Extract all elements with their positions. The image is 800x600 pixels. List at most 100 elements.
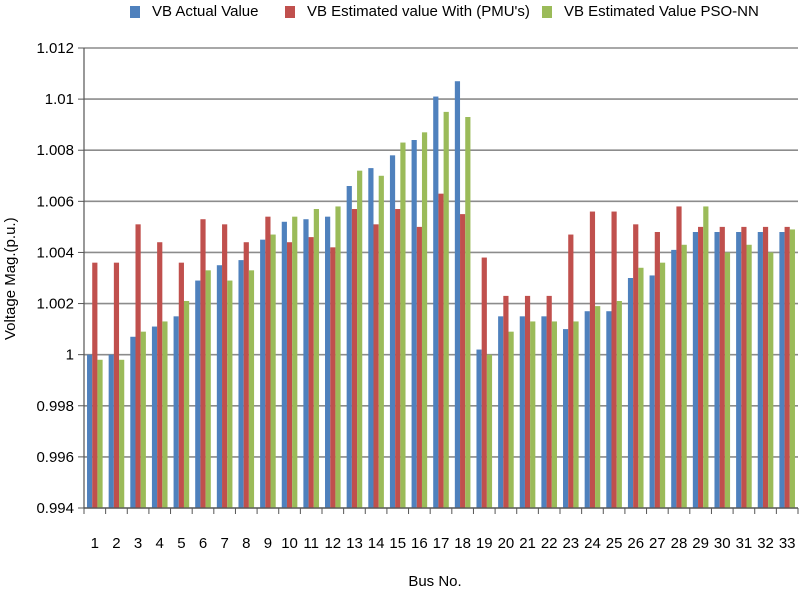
- bar-actual: [714, 232, 720, 508]
- x-tick-label: 30: [714, 535, 731, 552]
- bar-pmu: [633, 224, 639, 509]
- x-tick-label: 32: [757, 535, 774, 552]
- bar-actual: [671, 249, 677, 508]
- bar-psonn: [97, 359, 103, 508]
- bar-psonn: [313, 209, 319, 508]
- bar-pmu: [524, 295, 531, 508]
- x-tick-label: 15: [389, 535, 406, 552]
- bar-psonn: [746, 244, 752, 508]
- x-tick-label: 7: [220, 535, 228, 552]
- bar-psonn: [357, 170, 363, 508]
- bar-actual: [584, 311, 590, 508]
- bar-psonn: [768, 252, 774, 508]
- bar-actual: [389, 155, 396, 509]
- bar-pmu: [286, 242, 293, 508]
- legend-label-psonn: VB Estimated Value PSO-NN: [564, 3, 759, 20]
- legend-item-psonn: VB Estimated Value PSO-NN: [542, 3, 759, 20]
- x-tick-label: 20: [498, 535, 515, 552]
- y-tick-label: 1.008: [36, 142, 74, 159]
- bar-psonn: [183, 301, 190, 508]
- bar-psonn: [551, 321, 557, 508]
- bar-psonn: [724, 252, 731, 508]
- bar-psonn: [292, 216, 298, 508]
- bar-pmu: [589, 211, 596, 509]
- bar-psonn: [205, 270, 211, 508]
- bar-psonn: [789, 229, 795, 508]
- bar-pmu: [741, 226, 747, 508]
- x-tick-label: 10: [281, 535, 298, 552]
- bar-pmu: [611, 211, 617, 509]
- bar-pmu: [460, 214, 466, 508]
- x-tick-label: 22: [541, 535, 558, 552]
- bar-actual: [346, 186, 352, 508]
- bar-psonn: [335, 206, 341, 508]
- bar-pmu: [568, 234, 574, 509]
- x-tick-label: 5: [177, 535, 185, 552]
- legend-label-pmu: VB Estimated value With (PMU's): [307, 3, 530, 20]
- bar-actual: [108, 354, 114, 508]
- x-tick-label: 3: [134, 535, 142, 552]
- x-tick-label: 31: [736, 535, 753, 552]
- x-tick-label: 28: [671, 535, 688, 552]
- bar-actual: [151, 326, 158, 508]
- y-tick-label: 0.998: [36, 398, 74, 415]
- bar-actual: [281, 221, 287, 508]
- bar-psonn: [638, 267, 644, 508]
- bar-actual: [476, 349, 482, 508]
- bar-psonn: [681, 244, 687, 508]
- bar-actual: [757, 232, 763, 508]
- x-tick-label: 17: [433, 535, 450, 552]
- bar-pmu: [92, 262, 98, 508]
- legend-item-pmu: VB Estimated value With (PMU's): [285, 3, 530, 20]
- bar-actual: [627, 278, 634, 508]
- x-tick-label: 4: [156, 535, 164, 552]
- bar-psonn: [227, 280, 233, 508]
- bar-pmu: [654, 232, 660, 508]
- bar-actual: [606, 311, 612, 508]
- legend-label-actual: VB Actual Value: [152, 3, 259, 20]
- chart-legend: VB Actual Value VB Estimated value With …: [0, 3, 800, 27]
- bar-psonn: [595, 306, 601, 508]
- x-tick-label: 1: [91, 535, 99, 552]
- x-tick-label: 29: [692, 535, 709, 552]
- bar-actual: [563, 329, 569, 508]
- bar-psonn: [465, 117, 471, 508]
- legend-swatch-pmu: [285, 5, 295, 18]
- bar-psonn: [616, 301, 622, 508]
- bar-psonn: [508, 331, 514, 508]
- bar-pmu: [222, 224, 228, 509]
- x-tick-label: 13: [346, 535, 363, 552]
- bar-actual: [216, 265, 223, 508]
- bar-actual: [498, 316, 504, 508]
- x-tick-label: 33: [779, 535, 796, 552]
- bar-actual: [195, 280, 201, 508]
- bar-pmu: [503, 295, 509, 508]
- bar-actual: [303, 219, 309, 508]
- bar-pmu: [481, 257, 487, 508]
- bar-pmu: [784, 226, 790, 508]
- y-tick-label: 1.004: [36, 244, 74, 261]
- x-tick-label: 24: [584, 535, 601, 552]
- bar-actual: [433, 96, 439, 509]
- bar-actual: [87, 354, 93, 508]
- bar-actual: [130, 336, 136, 508]
- bar-pmu: [373, 224, 379, 509]
- bar-actual: [692, 232, 699, 508]
- x-axis-label: Bus No.: [408, 573, 462, 590]
- bar-pmu: [135, 224, 141, 509]
- legend-item-actual: VB Actual Value: [130, 3, 258, 20]
- y-tick-label: 1.012: [36, 40, 74, 57]
- bar-actual: [736, 232, 742, 508]
- bar-pmu: [200, 219, 206, 508]
- bar-pmu: [395, 209, 401, 508]
- x-tick-label: 8: [242, 535, 250, 552]
- bar-pmu: [265, 216, 271, 508]
- x-tick-label: 27: [649, 535, 666, 552]
- bar-actual: [325, 216, 331, 508]
- bar-psonn: [248, 270, 255, 508]
- bar-psonn: [659, 262, 666, 508]
- bar-pmu: [719, 226, 725, 508]
- x-tick-label: 19: [476, 535, 493, 552]
- bar-psonn: [703, 206, 709, 508]
